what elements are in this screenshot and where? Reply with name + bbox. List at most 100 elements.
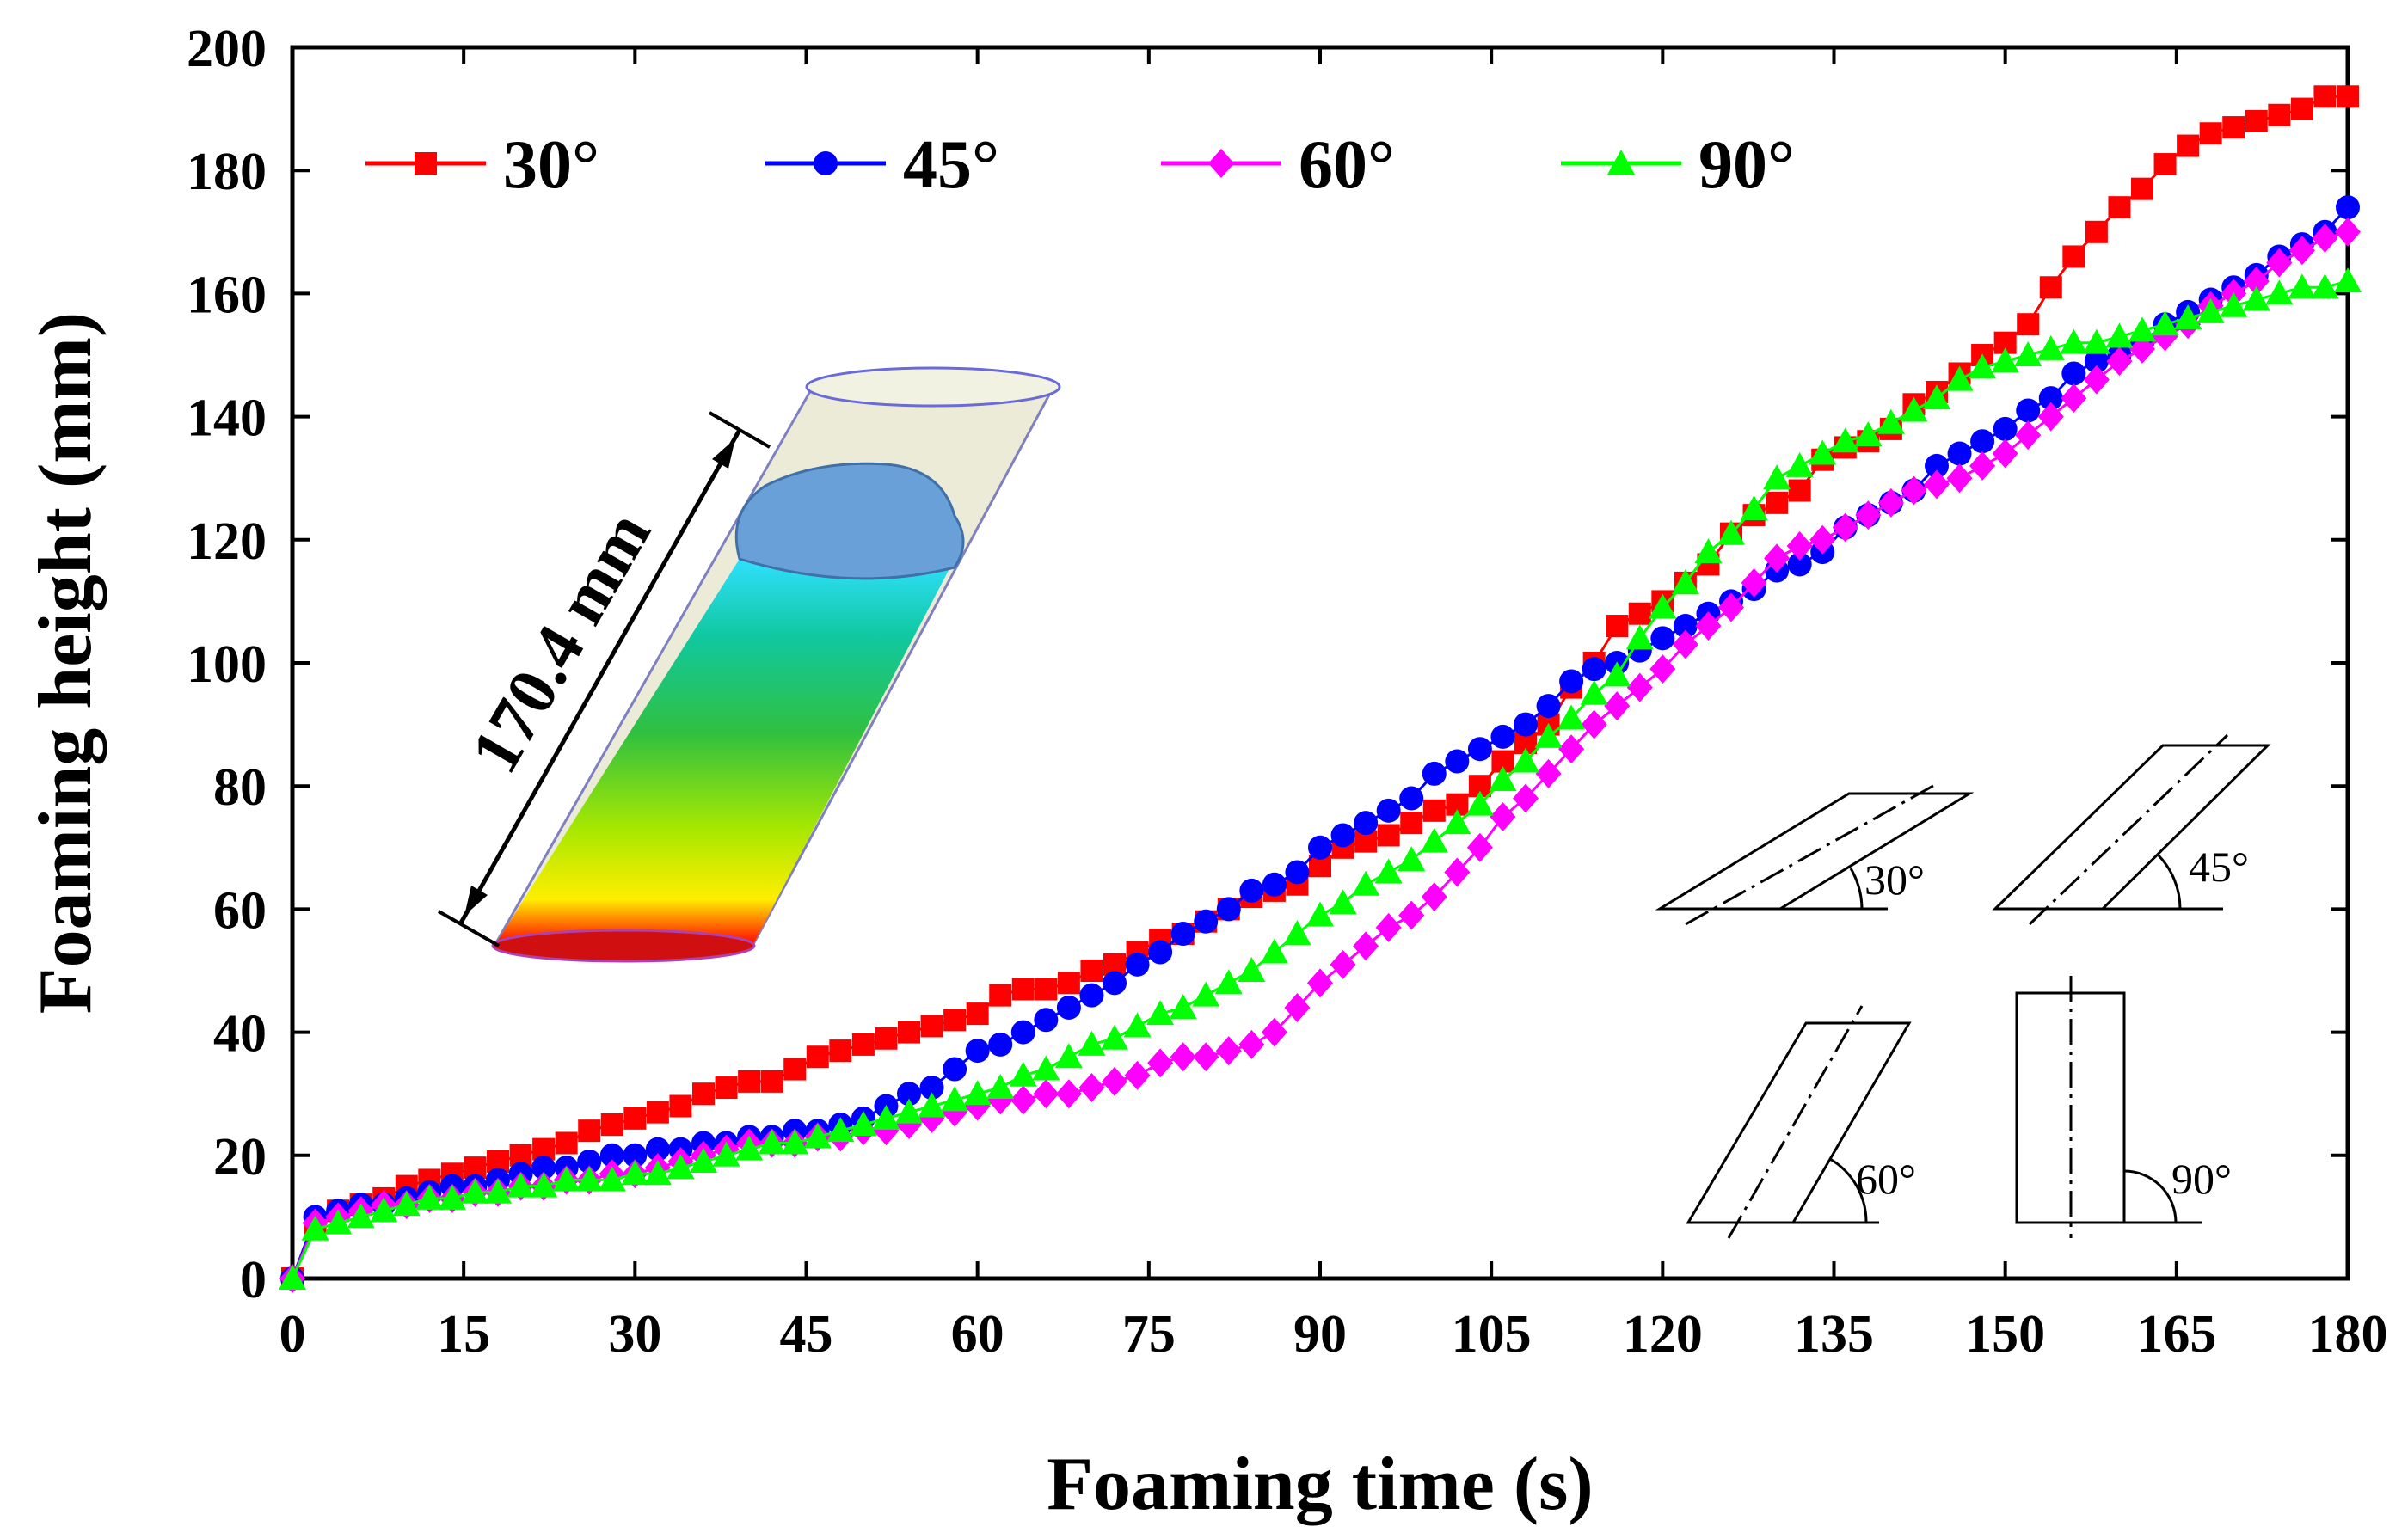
data-point bbox=[1239, 878, 1264, 903]
data-point bbox=[646, 1101, 669, 1124]
x-tick-label: 180 bbox=[2308, 1305, 2388, 1364]
plot-frame bbox=[290, 45, 2350, 1281]
data-point bbox=[1740, 495, 1768, 520]
data-point bbox=[1215, 1036, 1242, 1066]
data-point bbox=[2220, 291, 2248, 317]
data-point bbox=[1214, 969, 1243, 995]
data-point bbox=[1766, 491, 1789, 514]
data-point bbox=[1307, 968, 1333, 998]
data-point bbox=[1603, 661, 1631, 687]
data-point bbox=[1146, 1000, 1175, 1026]
data-point bbox=[1671, 568, 1699, 594]
data-point bbox=[2061, 361, 2086, 386]
data-point bbox=[1399, 786, 1424, 811]
y-tick-label: 20 bbox=[213, 1128, 267, 1186]
data-point bbox=[1628, 602, 1651, 625]
data-point bbox=[2222, 116, 2245, 139]
data-point bbox=[1192, 981, 1220, 1007]
data-point bbox=[1330, 949, 1356, 979]
data-point bbox=[849, 1111, 877, 1136]
legend-marker bbox=[1607, 150, 1635, 175]
data-point bbox=[577, 1149, 602, 1174]
data-point bbox=[643, 1160, 672, 1186]
data-point bbox=[965, 1039, 990, 1064]
data-point bbox=[1193, 1042, 1219, 1072]
y-tick-label: 200 bbox=[187, 20, 267, 78]
data-point bbox=[1489, 766, 1517, 792]
data-point bbox=[1785, 451, 1814, 477]
data-point bbox=[1673, 614, 1698, 639]
data-point bbox=[1057, 972, 1080, 995]
data-point bbox=[392, 1191, 421, 1217]
data-point bbox=[1284, 992, 1311, 1022]
data-point bbox=[2242, 285, 2270, 311]
data-point bbox=[1125, 952, 1150, 977]
data-point bbox=[1079, 983, 1104, 1008]
data-point bbox=[1993, 416, 2018, 441]
data-point bbox=[1466, 832, 1493, 862]
data-point bbox=[920, 1015, 943, 1038]
data-point bbox=[1558, 734, 1585, 764]
data-point bbox=[1194, 909, 1219, 934]
data-point bbox=[2083, 365, 2110, 395]
data-point bbox=[919, 1076, 944, 1101]
data-point bbox=[806, 1045, 829, 1069]
data-point bbox=[621, 1160, 649, 1186]
data-point bbox=[1969, 353, 1997, 379]
data-point bbox=[1260, 938, 1288, 964]
data-point bbox=[1123, 1012, 1152, 1038]
data-point bbox=[370, 1197, 398, 1223]
legend-entry: 45° bbox=[765, 127, 999, 203]
data-point bbox=[2151, 310, 2179, 336]
data-point bbox=[1512, 747, 1539, 773]
data-point bbox=[2082, 328, 2110, 354]
data-point bbox=[1626, 672, 1653, 702]
angle-inset-30 bbox=[1655, 781, 1975, 926]
data-point bbox=[1009, 1061, 1037, 1087]
data-point bbox=[1011, 978, 1035, 1001]
data-point bbox=[943, 1057, 968, 1082]
data-point bbox=[1535, 758, 1562, 788]
data-point bbox=[1330, 823, 1355, 848]
data-point bbox=[1831, 427, 1859, 453]
data-point bbox=[555, 1131, 578, 1155]
data-point bbox=[1353, 931, 1379, 961]
data-point bbox=[1787, 552, 1812, 577]
data-point bbox=[712, 1141, 740, 1167]
legend-label: 90° bbox=[1698, 127, 1795, 203]
data-point bbox=[2334, 267, 2362, 293]
data-point bbox=[599, 1143, 624, 1168]
data-point bbox=[531, 1156, 556, 1180]
legend-label: 60° bbox=[1299, 127, 1395, 203]
data-point bbox=[1400, 812, 1423, 835]
data-point bbox=[2106, 346, 2133, 377]
x-tick-label: 0 bbox=[280, 1305, 306, 1364]
data-point bbox=[2337, 85, 2359, 108]
data-point bbox=[1786, 530, 1813, 561]
data-point bbox=[1261, 1017, 1287, 1047]
data-point bbox=[2039, 276, 2062, 299]
data-point bbox=[1421, 882, 1447, 912]
legend-marker bbox=[415, 152, 437, 175]
data-point bbox=[624, 1107, 647, 1130]
data-point bbox=[1625, 624, 1654, 650]
x-tick-label: 135 bbox=[1794, 1305, 1874, 1364]
data-point bbox=[1238, 1029, 1265, 1059]
data-point bbox=[2177, 134, 2200, 157]
data-point bbox=[2196, 297, 2225, 323]
data-point bbox=[1580, 679, 1608, 705]
series-4 bbox=[279, 267, 2362, 1290]
data-point bbox=[826, 1117, 855, 1143]
data-point bbox=[1557, 704, 1586, 730]
x-tick-label: 120 bbox=[1623, 1305, 1703, 1364]
data-point bbox=[1148, 940, 1173, 965]
data-point bbox=[1055, 1079, 1082, 1109]
data-point bbox=[715, 1076, 738, 1100]
data-point bbox=[1582, 657, 1606, 682]
data-point bbox=[875, 1027, 898, 1050]
data-point bbox=[301, 1215, 329, 1241]
data-point bbox=[1078, 1030, 1106, 1056]
data-point bbox=[1809, 439, 1837, 465]
data-point bbox=[645, 1137, 670, 1162]
